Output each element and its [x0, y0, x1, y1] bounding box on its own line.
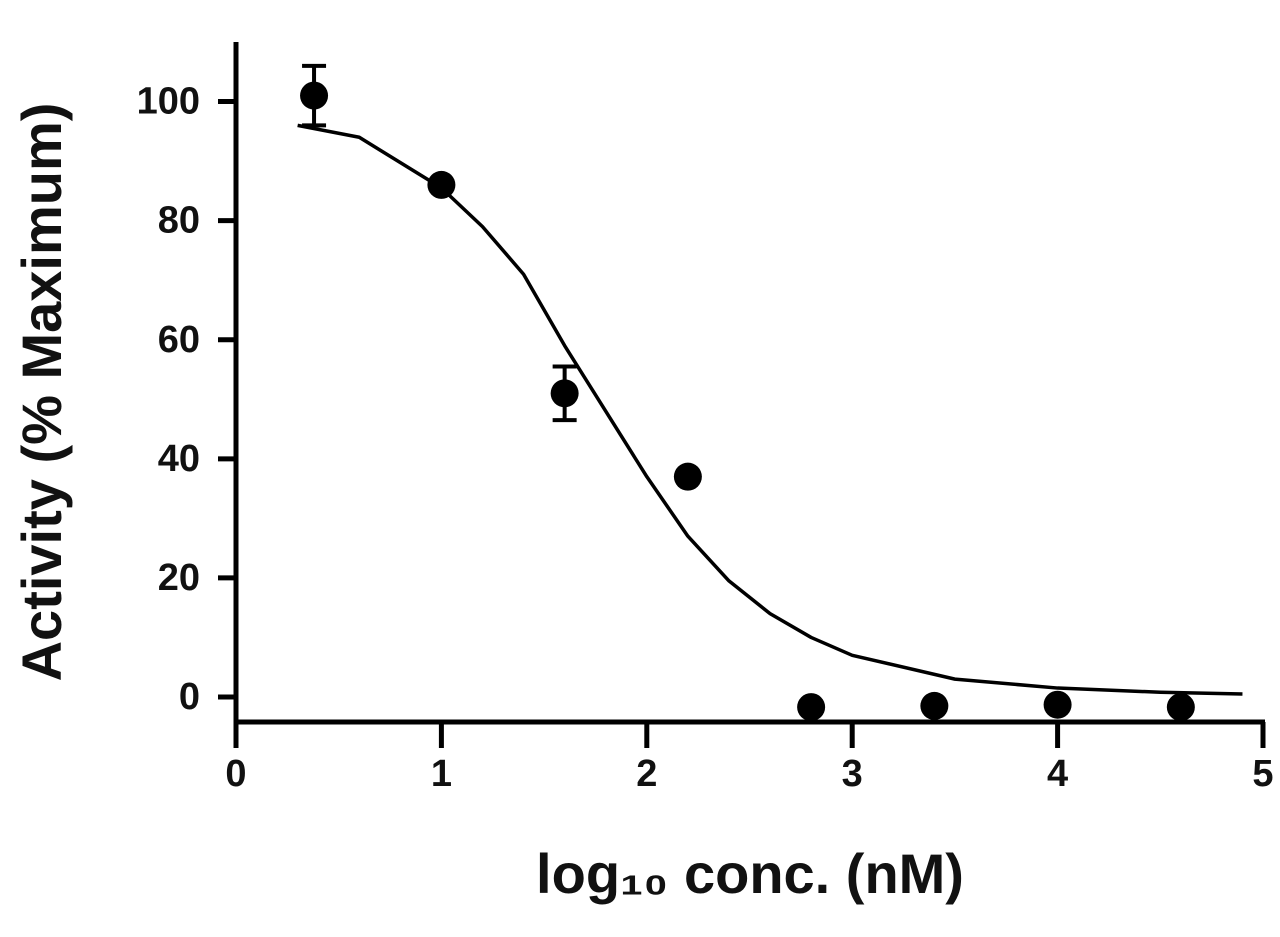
x-tick-label: 4: [1047, 753, 1068, 795]
x-tick-label: 5: [1252, 753, 1273, 795]
y-tick-label: 60: [158, 319, 200, 361]
y-tick-label: 40: [158, 438, 200, 480]
x-tick-label: 0: [225, 753, 246, 795]
y-tick-label: 80: [158, 200, 200, 242]
data-point: [300, 81, 329, 110]
x-axis-label: log₁₀ conc. (nM): [536, 842, 964, 905]
data-point: [550, 379, 579, 408]
x-tick-label: 2: [636, 753, 657, 795]
data-point: [673, 462, 702, 491]
data-point: [920, 691, 949, 720]
y-tick-label: 20: [158, 557, 200, 599]
y-tick-label: 100: [137, 81, 200, 123]
x-tick-label: 1: [431, 753, 452, 795]
fit-curve: [297, 123, 1243, 696]
data-point: [1043, 690, 1072, 719]
data-point: [797, 693, 826, 722]
data-point: [427, 170, 456, 199]
data-point: [1166, 693, 1195, 722]
y-axis-label: Activity (% Maximum): [10, 103, 73, 682]
y-tick-label: 0: [179, 676, 200, 718]
x-tick-label: 3: [842, 753, 863, 795]
